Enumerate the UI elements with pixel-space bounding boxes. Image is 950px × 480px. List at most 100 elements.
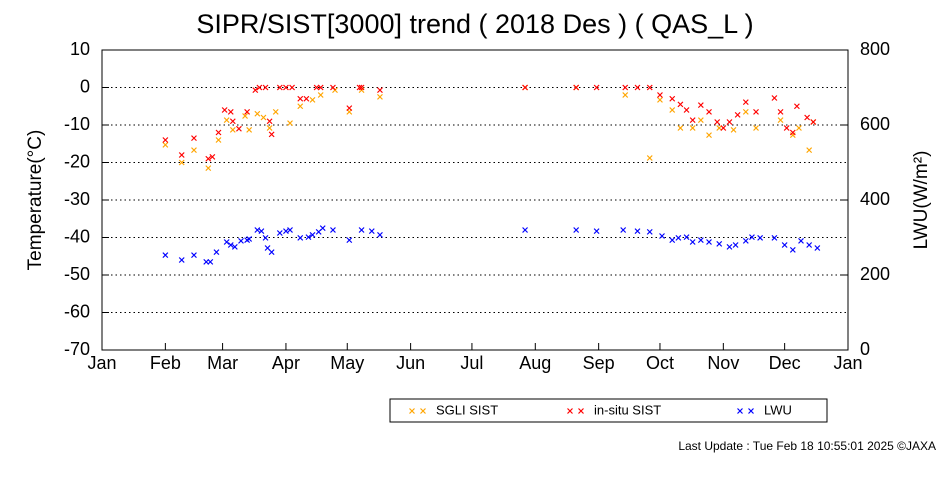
legend-marker <box>409 408 415 414</box>
point <box>683 107 690 113</box>
point <box>716 240 723 247</box>
plot-frame <box>101 49 849 351</box>
point <box>272 108 279 115</box>
point <box>215 137 222 143</box>
point <box>804 114 811 121</box>
x-tick-label: Sep <box>583 353 615 373</box>
point <box>178 159 185 166</box>
point <box>346 105 353 112</box>
point <box>238 237 244 244</box>
point <box>781 242 788 248</box>
point <box>330 84 336 91</box>
y2-tick-label: 600 <box>860 114 890 134</box>
point <box>789 132 796 139</box>
legend-label: LWU <box>764 402 792 417</box>
point <box>358 227 365 233</box>
point <box>622 92 629 98</box>
point <box>229 126 236 133</box>
point <box>236 125 242 132</box>
point <box>162 137 169 143</box>
point <box>246 126 253 133</box>
point <box>297 234 304 241</box>
y-tick-label: 10 <box>70 39 90 59</box>
point <box>777 108 784 115</box>
point <box>213 249 220 256</box>
point <box>814 245 821 251</box>
point <box>258 228 265 235</box>
point <box>330 227 336 233</box>
x-tick-label: May <box>330 353 364 373</box>
point <box>796 125 802 131</box>
point <box>178 257 185 263</box>
legend-marker <box>420 408 426 414</box>
point <box>319 225 326 232</box>
x-tick-label: Dec <box>769 353 801 373</box>
legend-marker <box>578 408 584 414</box>
point <box>714 119 721 125</box>
y-tick-label: 0 <box>80 76 90 96</box>
point <box>753 108 759 115</box>
point <box>276 230 283 236</box>
point <box>287 227 293 233</box>
point <box>368 228 375 235</box>
point <box>798 237 804 244</box>
y-tick-label: -30 <box>64 189 90 209</box>
y-tick-label: -40 <box>64 226 90 246</box>
x-tick-label: Feb <box>150 353 181 373</box>
point <box>730 126 737 133</box>
point <box>191 252 197 259</box>
point <box>634 228 641 235</box>
point <box>706 108 712 115</box>
point <box>657 92 663 98</box>
point <box>734 111 741 118</box>
x-tick-label: Jan <box>87 353 116 373</box>
y2-tick-label: 0 <box>860 339 870 359</box>
point <box>689 125 696 131</box>
point <box>297 103 304 110</box>
point <box>697 102 704 109</box>
point <box>317 92 324 98</box>
point <box>229 118 236 125</box>
point <box>659 233 665 239</box>
y-tick-label: -60 <box>64 301 90 321</box>
point <box>573 84 580 91</box>
point <box>771 234 778 241</box>
point <box>191 147 197 154</box>
point <box>622 84 629 91</box>
point <box>806 242 813 248</box>
point <box>227 242 234 248</box>
point <box>205 155 212 162</box>
y-axis-label: Temperature(°C) <box>25 130 46 271</box>
point <box>317 84 324 91</box>
x-tick-label: Apr <box>272 353 300 373</box>
point <box>227 108 234 115</box>
point <box>276 84 283 91</box>
point <box>242 113 248 119</box>
point <box>377 87 383 94</box>
point <box>573 227 580 233</box>
point <box>720 125 727 131</box>
point <box>789 246 796 253</box>
point <box>289 84 296 91</box>
point <box>266 125 273 131</box>
y-tick-label: -20 <box>64 151 90 171</box>
point <box>742 237 749 244</box>
point <box>215 129 222 136</box>
point <box>283 84 289 91</box>
point <box>262 234 269 241</box>
point <box>207 258 214 265</box>
point <box>771 95 778 101</box>
point <box>753 125 759 131</box>
point <box>726 243 733 250</box>
point <box>706 132 712 139</box>
point <box>620 227 627 233</box>
point <box>162 252 169 259</box>
x-tick-label: Jan <box>833 353 862 373</box>
point <box>646 84 653 91</box>
point <box>356 84 363 91</box>
footer: Last Update : Tue Feb 18 10:55:01 2025 ©… <box>678 439 936 453</box>
point <box>669 95 676 102</box>
point <box>231 243 238 250</box>
point <box>806 147 813 154</box>
point <box>254 227 261 233</box>
